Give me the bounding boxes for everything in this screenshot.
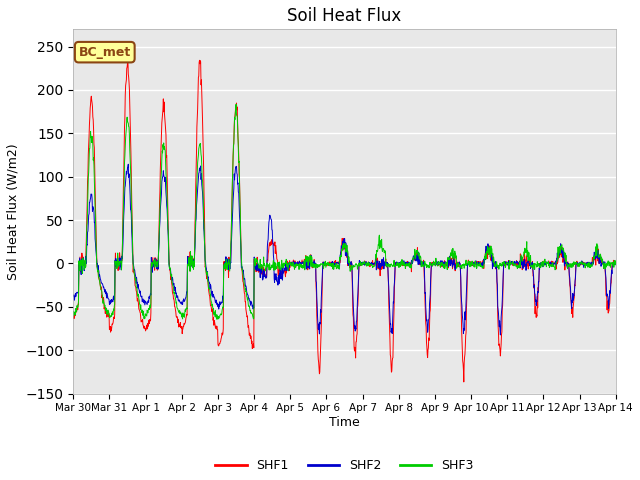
SHF1 bbox=[191, 259, 198, 265]
SHF2 bbox=[500, 261, 508, 266]
SHF3 bbox=[190, 258, 198, 264]
Title: Soil Heat Flux: Soil Heat Flux bbox=[287, 7, 402, 25]
Line: SHF3: SHF3 bbox=[73, 104, 616, 319]
SHF3 bbox=[69, 313, 77, 319]
Line: SHF2: SHF2 bbox=[73, 164, 616, 335]
SHF1 bbox=[69, 310, 77, 315]
SHF2 bbox=[612, 260, 620, 265]
X-axis label: Time: Time bbox=[329, 416, 360, 429]
SHF1 bbox=[177, 324, 185, 329]
SHF2 bbox=[69, 292, 77, 298]
SHF2 bbox=[548, 260, 556, 266]
SHF2 bbox=[177, 301, 185, 307]
Legend: SHF1, SHF2, SHF3: SHF1, SHF2, SHF3 bbox=[211, 455, 479, 478]
Y-axis label: Soil Heat Flux (W/m2): Soil Heat Flux (W/m2) bbox=[7, 143, 20, 280]
SHF3 bbox=[429, 262, 437, 267]
SHF2 bbox=[124, 161, 132, 167]
SHF1 bbox=[460, 379, 468, 385]
SHF2 bbox=[497, 332, 504, 338]
Text: BC_met: BC_met bbox=[79, 46, 131, 59]
SHF3 bbox=[500, 259, 508, 264]
SHF3 bbox=[548, 264, 556, 269]
SHF3 bbox=[612, 259, 620, 265]
SHF1 bbox=[124, 56, 132, 61]
SHF2 bbox=[429, 260, 436, 266]
SHF1 bbox=[251, 264, 259, 269]
SHF1 bbox=[429, 263, 436, 268]
SHF3 bbox=[177, 309, 184, 315]
SHF1 bbox=[548, 260, 556, 266]
SHF2 bbox=[251, 264, 259, 269]
SHF2 bbox=[191, 261, 198, 266]
SHF3 bbox=[213, 316, 221, 322]
SHF3 bbox=[252, 263, 259, 268]
Line: SHF1: SHF1 bbox=[73, 59, 616, 382]
SHF1 bbox=[612, 260, 620, 266]
SHF3 bbox=[232, 101, 240, 107]
SHF1 bbox=[500, 259, 508, 265]
